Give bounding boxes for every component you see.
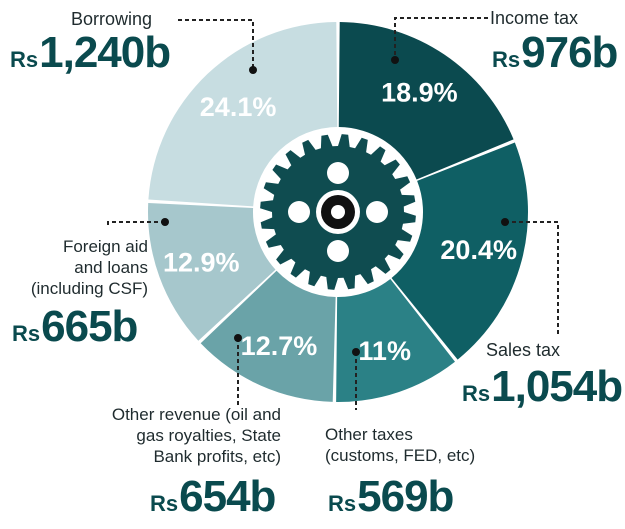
leader-line-borrowing [178,19,254,70]
amount-value: 569b [357,472,454,521]
amount-foreign-aid: Rs665b [12,302,138,357]
leader-dot-foreign-aid [161,218,169,226]
slice-other-taxes [336,278,455,402]
percent-label-income-tax: 18.9% [381,77,458,107]
slice-foreign-aid [147,202,276,341]
gear-hole [288,201,310,223]
leader-lines [107,17,559,410]
label-other-revenue: Other revenue (oil and gas royalties, St… [112,404,281,467]
slice-income-tax [338,22,514,180]
amount-value: 976b [521,28,618,77]
pie-slices [147,22,528,402]
amount-income-tax: Rs976b [492,28,618,83]
percent-label-other-revenue: 12.7% [241,331,318,361]
currency-prefix: Rs [10,47,39,72]
slice-sales-tax [391,142,528,360]
percent-label-borrowing: 24.1% [200,92,277,122]
percent-label-sales-tax: 20.4% [440,235,517,265]
label-line: Foreign aid [62,237,148,256]
label-line: and loans [74,258,148,277]
amount-borrowing: Rs1,240b [10,28,171,83]
label-line: Bank profits, etc) [153,447,281,466]
label-line: gas royalties, State [136,426,281,445]
amount-value: 1,240b [39,28,171,77]
percent-label-foreign-aid: 12.9% [163,248,240,278]
amount-value: 665b [41,302,138,351]
gear-hole [366,201,388,223]
leader-dot-other-revenue [234,334,242,342]
label-line: Other taxes [325,425,413,444]
leader-dots [161,56,509,356]
percent-label-other-taxes: 11% [358,336,411,366]
amount-sales-tax: Rs1,054b [462,362,623,417]
currency-prefix: Rs [492,47,521,72]
leader-dot-sales-tax [501,218,509,226]
leader-line-sales-tax [505,221,559,335]
amount-other-taxes: Rs569b [328,472,454,527]
currency-prefix: Rs [328,491,357,516]
currency-prefix: Rs [150,491,179,516]
amount-other-revenue: Rs654b [150,472,276,527]
slice-other-revenue [200,270,336,402]
label-line: (customs, FED, etc) [325,446,476,465]
label-sales-tax: Sales tax [486,340,561,360]
amount-value: 654b [179,472,276,521]
leader-line-foreign-aid [107,221,165,225]
currency-prefix: Rs [12,321,41,346]
gear-hub-hole [331,205,345,219]
label-line: (including CSF) [30,279,148,298]
label-borrowing: Borrowing [71,9,153,29]
leader-dot-borrowing [249,66,257,74]
label-income-tax: Income tax [490,8,579,28]
gear-hole [327,162,349,184]
label-other-taxes: Other taxes (customs, FED, etc) [325,424,475,466]
currency-prefix: Rs [462,381,491,406]
gear-icon [260,134,416,290]
label-foreign-aid: Foreign aid and loans (including CSF) [8,236,148,299]
amount-value: 1,054b [491,362,623,411]
percent-labels: 18.9% 20.4% 11% 12.7% 12.9% 24.1% [163,77,517,365]
leader-dot-other-taxes [352,348,360,356]
leader-line-income-tax [394,17,488,60]
label-line: Other revenue (oil and [111,405,281,424]
slice-borrowing [148,22,338,207]
leader-dot-income-tax [391,56,399,64]
gear-hole [327,240,349,262]
